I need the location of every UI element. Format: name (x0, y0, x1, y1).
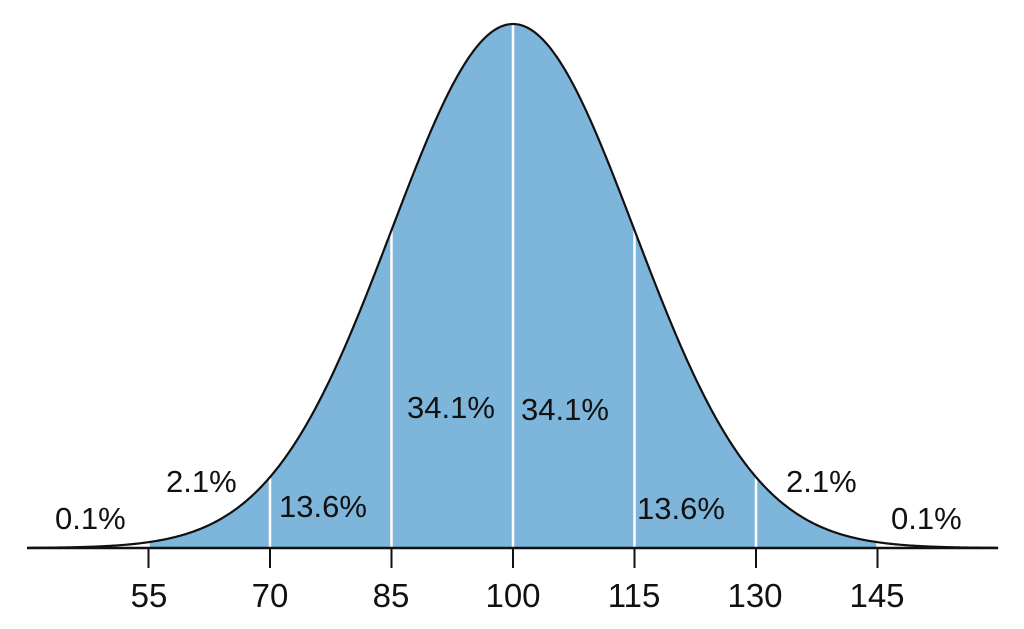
x-axis-ticks (147, 548, 879, 568)
segment-label-far-right: 0.1% (891, 501, 962, 536)
tick-label-130: 130 (727, 577, 782, 614)
tick-label-55: 55 (131, 577, 168, 614)
tick-label-100: 100 (485, 577, 540, 614)
tick-label-115: 115 (608, 577, 661, 614)
segment-label-left-1sd: 13.6% (279, 489, 367, 524)
tick-label-70: 70 (252, 577, 289, 614)
segment-label-left-2sd: 2.1% (166, 464, 237, 499)
segment-label-right-center: 34.1% (521, 392, 609, 427)
x-tick-labels: 55 70 85 100 115 130 145 (131, 577, 905, 614)
segment-label-right-1sd: 13.6% (637, 491, 725, 526)
sd-separators (147, 25, 879, 548)
segment-label-left-center: 34.1% (407, 390, 495, 425)
segment-labels: 0.1% 2.1% 13.6% 34.1% 34.1% 13.6% 2.1% 0… (55, 390, 962, 536)
tick-label-85: 85 (373, 577, 410, 614)
segment-label-right-2sd: 2.1% (786, 464, 857, 499)
segment-label-far-left: 0.1% (55, 501, 126, 536)
plot-area (27, 22, 999, 568)
tick-label-145: 145 (849, 577, 904, 614)
bell-curve (27, 22, 999, 549)
